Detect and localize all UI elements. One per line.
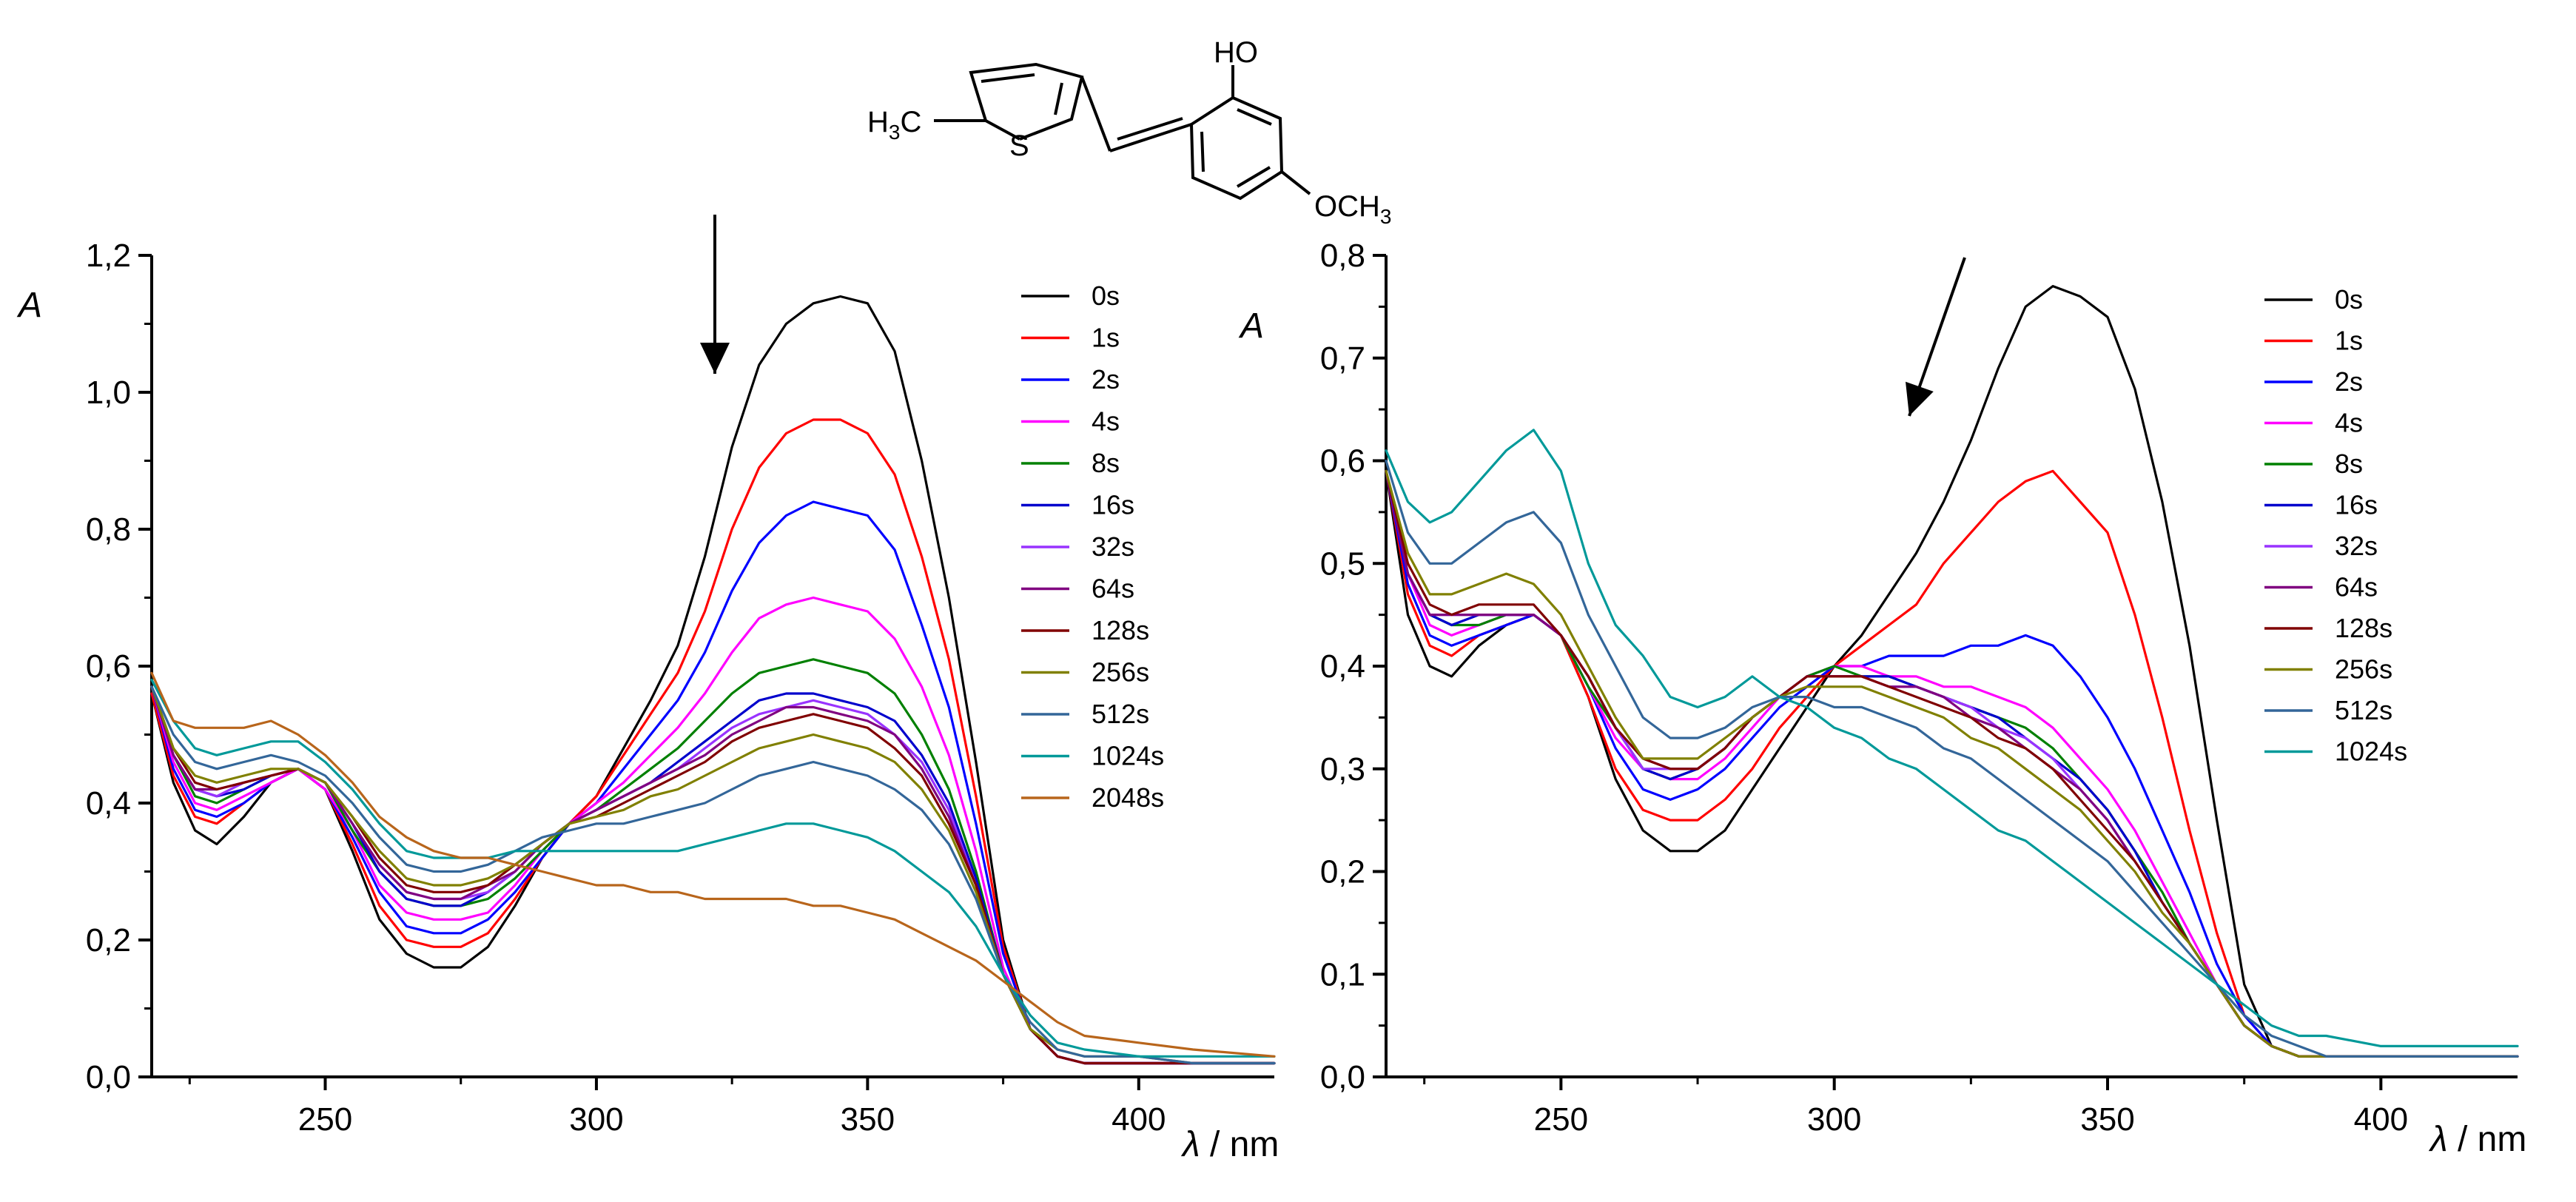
legend-label: 2048s <box>1092 782 1164 813</box>
y-tick-label: 0,2 <box>86 922 131 958</box>
y-tick-label: 0,0 <box>86 1059 131 1095</box>
y-tick-label: 0,5 <box>1320 545 1365 582</box>
legend-label: 8s <box>1092 448 1120 478</box>
y-tick-label: 0,8 <box>1320 238 1365 274</box>
legend-label: 128s <box>1092 615 1149 645</box>
series-line-512s <box>1385 459 2519 1058</box>
legend-label: 2s <box>2335 366 2363 397</box>
y-tick-label: 1,0 <box>86 375 131 411</box>
x-tick-label: 250 <box>1534 1101 1588 1138</box>
trend-arrow-head <box>1906 381 1934 416</box>
y-tick-label: 0,1 <box>1320 956 1365 993</box>
label-h3c: H3C <box>867 106 921 144</box>
benzene-double-bond-3 <box>1200 131 1205 172</box>
benzene-double-bond-1 <box>1237 108 1272 126</box>
y-tick-label: 0,8 <box>86 511 131 548</box>
y-tick-label: 0,7 <box>1320 340 1365 377</box>
x-tick-label: 250 <box>298 1101 352 1138</box>
legend-label: 512s <box>1092 699 1149 729</box>
y-tick-label: 0,2 <box>1320 854 1365 890</box>
legend-label: 64s <box>2335 572 2378 602</box>
legend-label: 1024s <box>1092 741 1164 771</box>
legend-label: 16s <box>1092 490 1134 520</box>
x-axis-label: λ / nm <box>1180 1125 1279 1164</box>
vinyl-bond-2 <box>1109 123 1192 152</box>
series-line-2048s <box>150 671 1276 1058</box>
x-tick-label: 400 <box>2354 1101 2408 1138</box>
x-tick-label: 350 <box>841 1101 895 1138</box>
legend-label: 4s <box>2335 408 2363 438</box>
left-spectrum-chart: 0,0 0,2 0,4 0,6 0,8 1,0 1,2 250 300 350 400 Aλ / nm… <box>16 215 1279 1164</box>
y-tick-label: 0,4 <box>86 785 131 822</box>
y-axis-label: A <box>1238 306 1264 346</box>
legend-label: 16s <box>2335 490 2378 520</box>
y-tick-label: 0,3 <box>1320 751 1365 788</box>
label-och3: OCH3 <box>1314 190 1391 228</box>
legend-label: 64s <box>1092 574 1134 604</box>
benzene-double-bond-2 <box>1236 166 1271 188</box>
label-sulfur: S <box>1009 130 1029 162</box>
series-line-512s <box>150 685 1276 1065</box>
legend-label: 256s <box>1092 657 1149 688</box>
right-spectrum-chart: 0,0 0,1 0,2 0,3 0,4 0,5 0,6 0,7 0,8 250 300 350 400 A… <box>1238 238 2526 1159</box>
legend-label: 0s <box>2335 284 2363 315</box>
legend-label: 32s <box>2335 531 2378 561</box>
benzene-ring <box>1189 95 1284 201</box>
thiophene-double-bond-2 <box>1054 82 1063 115</box>
series-line-256s <box>1385 469 2519 1058</box>
y-tick-label: 1,2 <box>86 238 131 274</box>
legend-label: 8s <box>2335 449 2363 479</box>
x-axis-label: λ / nm <box>2428 1120 2526 1159</box>
x-tick-label: 300 <box>569 1101 623 1138</box>
vinyl-bond-1 <box>1080 76 1112 152</box>
legend-label: 2s <box>1092 364 1120 394</box>
legend-label: 256s <box>2335 654 2392 685</box>
series-line-1024s <box>150 678 1276 1058</box>
legend-label: 0s <box>1092 281 1120 311</box>
y-tick-label: 0,6 <box>1320 443 1365 480</box>
molecule-labels: HO H3C S OCH3 <box>867 36 1391 228</box>
legend-label: 1s <box>2335 326 2363 356</box>
legend-label: 1s <box>1092 323 1120 353</box>
vinyl-bond-3 <box>1117 117 1183 141</box>
thiophene-double-bond-1 <box>981 73 1035 83</box>
legend-label: 128s <box>2335 613 2392 643</box>
series-line-1024s <box>1385 429 2519 1048</box>
x-tick-label: 400 <box>1112 1101 1166 1138</box>
legend-label: 1024s <box>2335 736 2407 767</box>
methoxy-bond <box>1280 170 1311 195</box>
trend-arrow-head <box>700 343 730 374</box>
y-tick-label: 0,0 <box>1320 1059 1365 1095</box>
molecule-structure <box>934 62 1311 201</box>
label-ho: HO <box>1214 36 1258 69</box>
y-axis-label: A <box>16 286 42 325</box>
series-line-4s <box>150 596 1276 1065</box>
legend-label: 4s <box>1092 406 1120 437</box>
x-tick-label: 300 <box>1807 1101 1861 1138</box>
legend-label: 32s <box>1092 531 1134 562</box>
legend-label: 512s <box>2335 695 2392 725</box>
y-tick-label: 0,6 <box>86 648 131 685</box>
x-tick-label: 350 <box>2080 1101 2134 1138</box>
y-tick-label: 0,4 <box>1320 648 1365 685</box>
